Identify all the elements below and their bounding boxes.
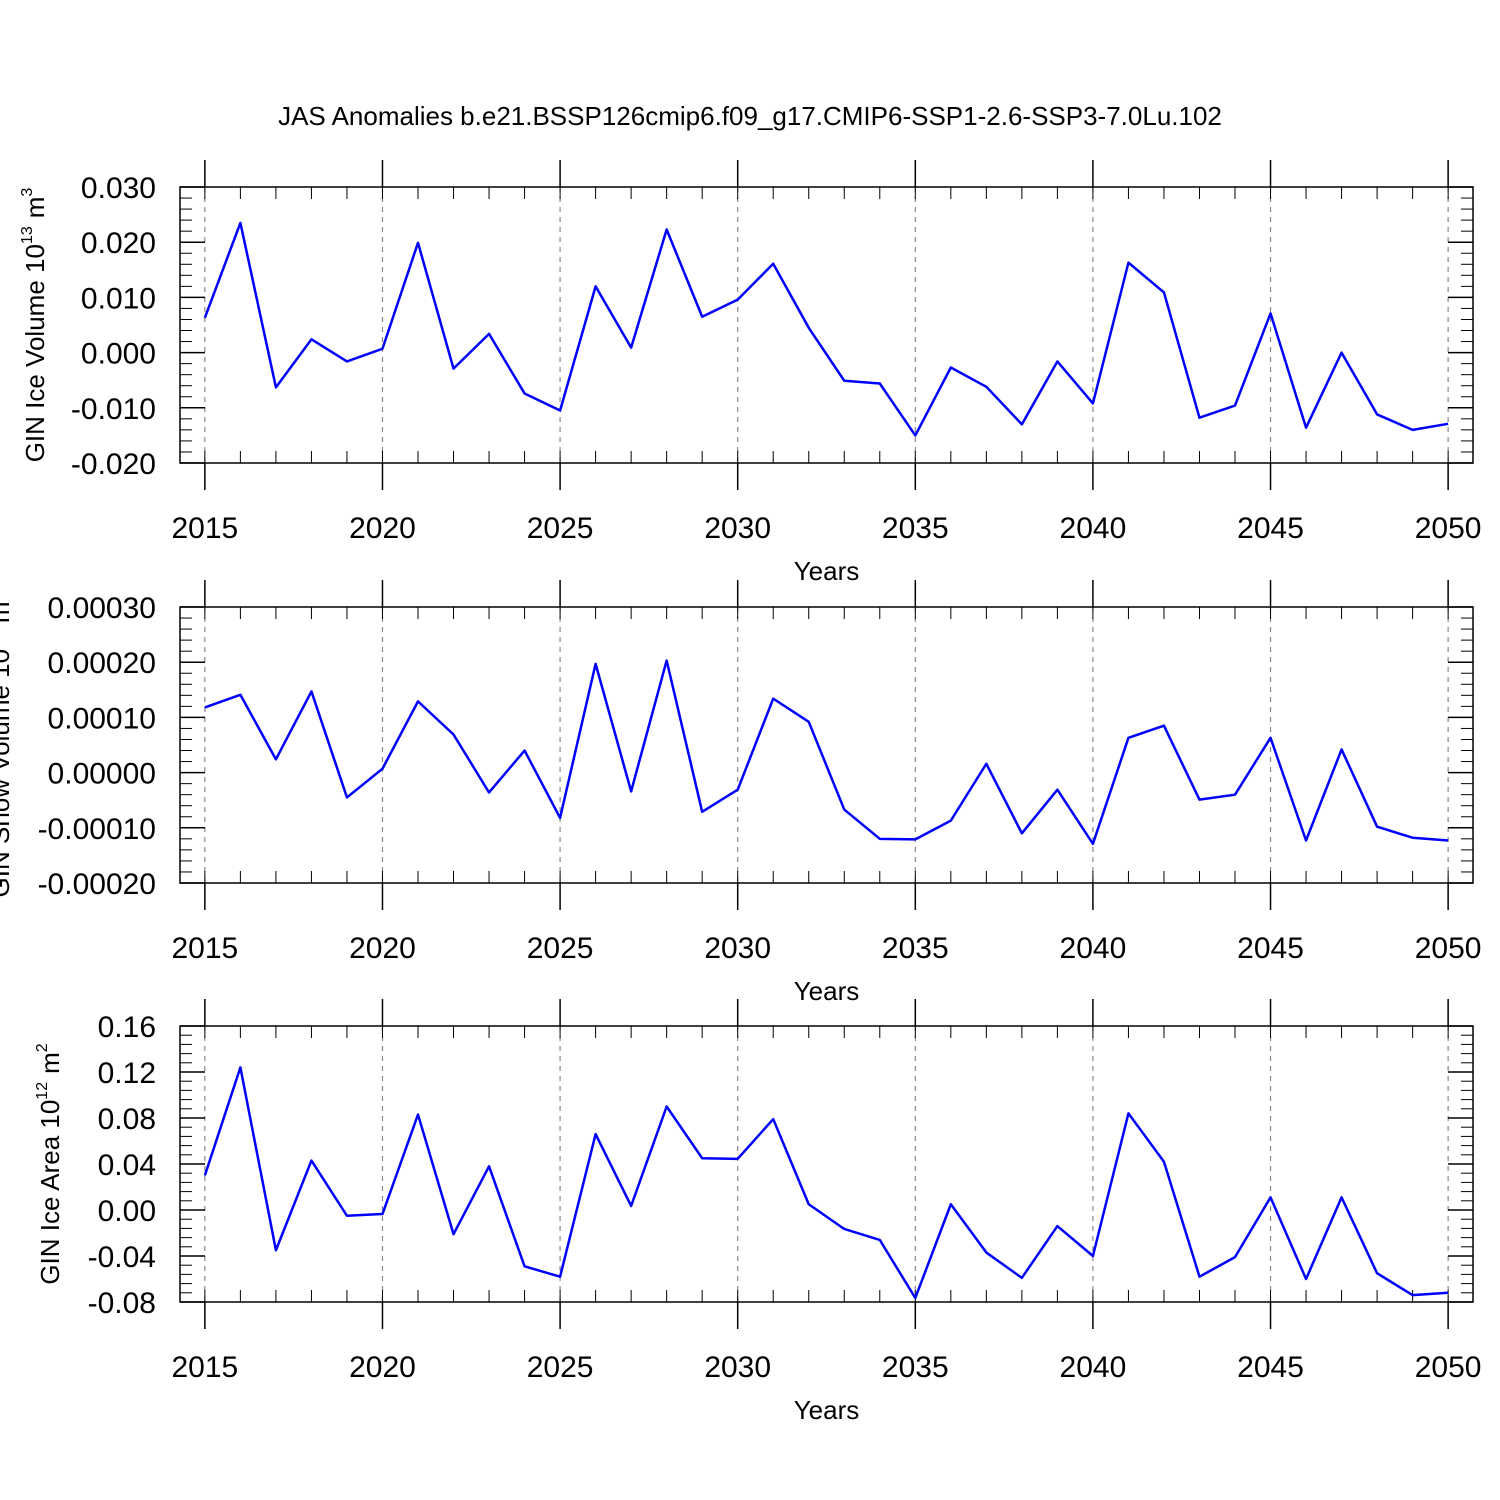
y-tick-label: 0.12 [98,1057,156,1090]
x-tick-label: 2045 [1237,1351,1304,1384]
data-line [204,659,1449,846]
x-tick-label: 2045 [1237,512,1304,545]
y-axis-label-part: GIN Snow Volume 10 [0,649,15,898]
x-tick-label: 2050 [1415,1351,1482,1384]
x-tick-label: 2030 [704,512,771,545]
chart-title: JAS Anomalies b.e21.BSSP126cmip6.f09_g17… [278,101,1222,131]
x-tick-label: 2020 [349,1351,416,1384]
y-axis-label-part: GIN Ice Area 10 [35,1100,65,1285]
x-tick-label: 2035 [882,932,949,965]
y-tick-label: 0.010 [81,282,156,315]
x-axis-label: Years [794,556,860,586]
y-tick-label: 0.04 [98,1149,156,1182]
y-axis-label-part: m [35,1052,65,1074]
plot-frame [179,606,1474,884]
y-axis-label-part: m [0,601,15,623]
y-tick-label: -0.04 [88,1241,156,1274]
x-tick-label: 2050 [1415,512,1482,545]
y-tick-label: -0.010 [71,393,156,426]
y-tick-label: -0.08 [88,1287,156,1320]
y-axis-label-part: 12 [34,1082,51,1100]
y-axis-label-part: 2 [34,1043,51,1052]
x-tick-label: 2015 [171,1351,238,1384]
panel: 2015 2020 2025 2030 2035 2040 2045 2050 -0.00020… [0,580,1482,1006]
x-tick-label: 2030 [704,1351,771,1384]
plot-frame [179,186,1474,464]
x-tick-label: 2025 [527,932,594,965]
x-tick-label: 2035 [882,512,949,545]
y-axis-label: GIN Ice Area 1012 m2 [34,1043,65,1284]
data-line [203,1066,1449,1300]
y-tick-label: 0.00 [98,1195,156,1228]
x-tick-label: 2025 [527,1351,594,1384]
x-tick-label: 2030 [704,932,771,965]
x-tick-label: 2020 [349,932,416,965]
x-tick-label: 2015 [171,512,238,545]
x-tick-label: 2035 [882,1351,949,1384]
panel: 2015 2020 2025 2030 2035 2040 2045 2050 -0.08 -0.… [34,999,1482,1425]
y-axis-label-part: 3 [19,188,36,197]
y-tick-label: -0.00010 [38,813,156,846]
x-tick-label: 2015 [171,932,238,965]
y-axis-label-part: 3 [0,592,1,601]
y-tick-label: 0.020 [81,227,156,260]
y-tick-label: 0.00000 [48,758,156,791]
y-tick-label: 0.08 [98,1103,156,1136]
y-tick-label: 0.00030 [48,592,156,625]
y-tick-label: -0.020 [71,448,156,481]
y-tick-label: 0.030 [81,172,156,205]
data-line [203,221,1449,437]
x-tick-label: 2045 [1237,932,1304,965]
x-tick-label: 2040 [1060,1351,1127,1384]
y-tick-label: 0.00010 [48,702,156,735]
x-axis-label: Years [794,976,860,1006]
y-tick-label: -0.00020 [38,868,156,901]
y-axis-label-part: 13 [0,631,1,649]
x-tick-label: 2025 [527,512,594,545]
x-tick-label: 2050 [1415,932,1482,965]
x-tick-label: 2040 [1060,932,1127,965]
y-tick-label: 0.16 [98,1011,156,1044]
x-axis-label: Years [794,1395,860,1425]
plot-frame [179,1025,1474,1303]
y-axis-label: GIN Ice Volume 1013 m3 [19,188,50,463]
y-axis-label-part: m [20,197,50,219]
y-tick-label: 0.00020 [48,647,156,680]
x-tick-label: 2020 [349,512,416,545]
y-axis-label-part: 13 [19,226,36,244]
y-axis-label: GIN Snow Volume 1013 m3 [0,592,15,897]
y-axis-label-part: GIN Ice Volume 10 [20,244,50,462]
y-tick-label: 0.000 [81,338,156,371]
x-tick-label: 2040 [1060,512,1127,545]
panel: 2015 2020 2025 2030 2035 2040 2045 2050 -0.020 -0… [19,160,1482,586]
